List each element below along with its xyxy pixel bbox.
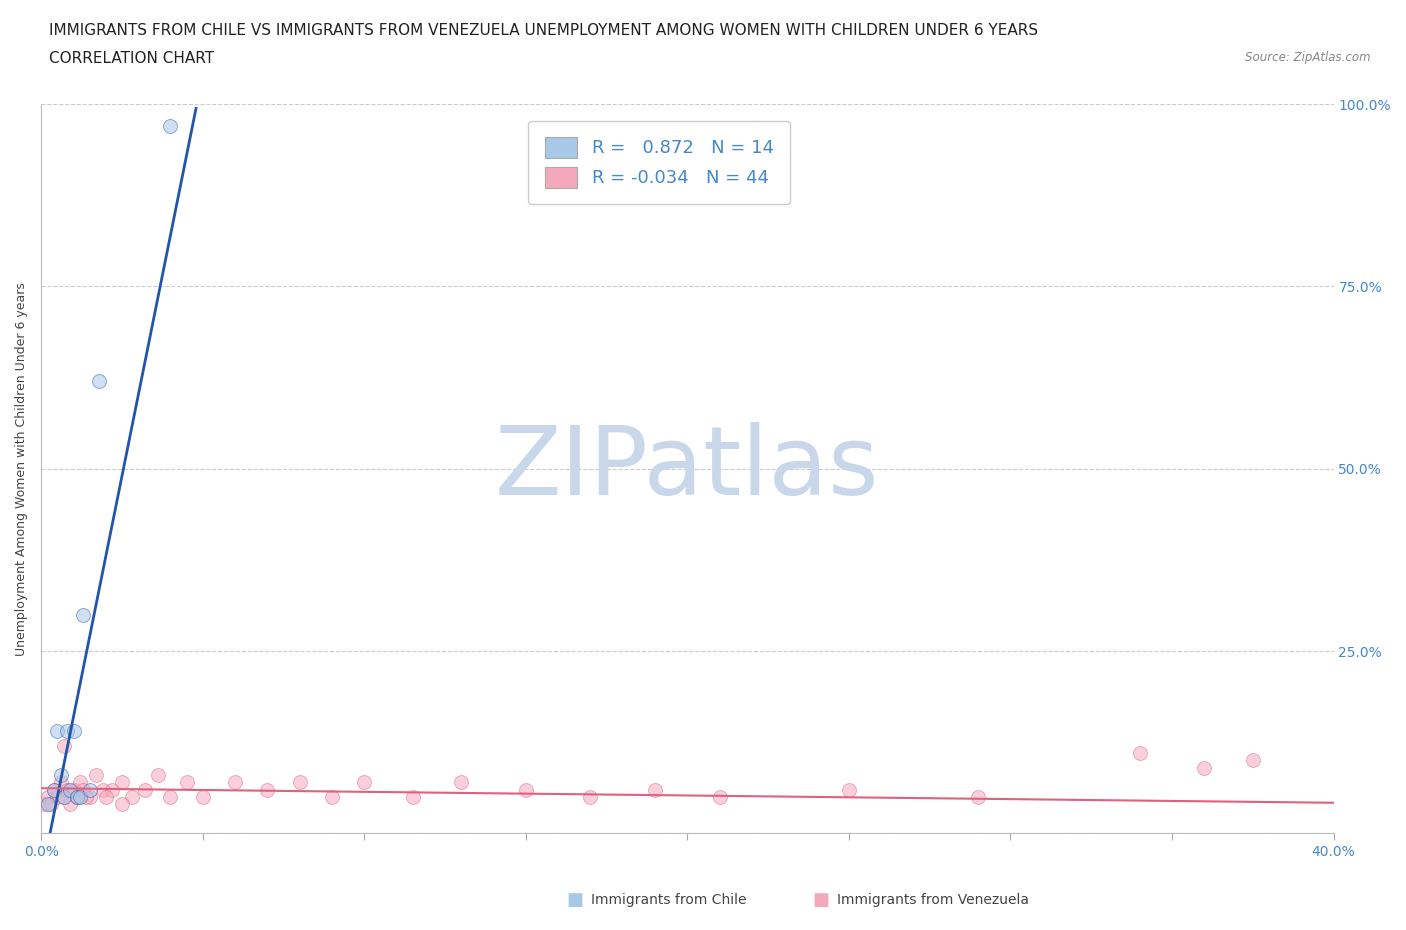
Point bbox=[159, 119, 181, 134]
Text: CORRELATION CHART: CORRELATION CHART bbox=[49, 51, 214, 66]
Point bbox=[37, 797, 59, 812]
Text: Immigrants from Venezuela: Immigrants from Venezuela bbox=[837, 893, 1029, 908]
Point bbox=[176, 775, 198, 790]
Point bbox=[111, 797, 134, 812]
Legend: R =   0.872   N = 14, R = -0.034   N = 44: R = 0.872 N = 14, R = -0.034 N = 44 bbox=[529, 121, 790, 204]
Text: ■: ■ bbox=[813, 891, 830, 910]
Point bbox=[402, 790, 425, 804]
Point bbox=[838, 782, 860, 797]
Point bbox=[42, 782, 65, 797]
Point bbox=[72, 782, 94, 797]
Point bbox=[967, 790, 990, 804]
Point bbox=[111, 775, 134, 790]
Point bbox=[79, 790, 101, 804]
Point bbox=[84, 767, 107, 782]
Point bbox=[56, 724, 79, 738]
Point bbox=[1194, 761, 1216, 776]
Point bbox=[1241, 753, 1264, 768]
Point bbox=[66, 790, 89, 804]
Point bbox=[37, 790, 59, 804]
Point bbox=[121, 790, 143, 804]
Point bbox=[72, 607, 94, 622]
Text: ■: ■ bbox=[567, 891, 583, 910]
Point bbox=[46, 724, 69, 738]
Point bbox=[321, 790, 343, 804]
Point bbox=[69, 775, 91, 790]
Point bbox=[52, 790, 75, 804]
Point bbox=[66, 790, 89, 804]
Point bbox=[49, 767, 72, 782]
Point bbox=[579, 790, 602, 804]
Text: IMMIGRANTS FROM CHILE VS IMMIGRANTS FROM VENEZUELA UNEMPLOYMENT AMONG WOMEN WITH: IMMIGRANTS FROM CHILE VS IMMIGRANTS FROM… bbox=[49, 23, 1039, 38]
Point bbox=[146, 767, 169, 782]
Point bbox=[191, 790, 214, 804]
Point bbox=[49, 775, 72, 790]
Text: ZIPatlas: ZIPatlas bbox=[495, 422, 880, 515]
Point bbox=[91, 782, 114, 797]
Point bbox=[79, 782, 101, 797]
Point bbox=[644, 782, 666, 797]
Point bbox=[256, 782, 278, 797]
Point bbox=[39, 797, 62, 812]
Point bbox=[159, 790, 181, 804]
Point bbox=[59, 782, 82, 797]
Point bbox=[89, 374, 111, 389]
Point bbox=[56, 782, 79, 797]
Text: Immigrants from Chile: Immigrants from Chile bbox=[591, 893, 747, 908]
Point bbox=[59, 797, 82, 812]
Point bbox=[69, 790, 91, 804]
Point bbox=[1129, 746, 1152, 761]
Point bbox=[288, 775, 311, 790]
Point bbox=[46, 790, 69, 804]
Point bbox=[34, 797, 56, 812]
Point bbox=[450, 775, 472, 790]
Point bbox=[62, 782, 84, 797]
Text: Source: ZipAtlas.com: Source: ZipAtlas.com bbox=[1246, 51, 1371, 64]
Point bbox=[52, 790, 75, 804]
Point bbox=[709, 790, 731, 804]
Point bbox=[134, 782, 156, 797]
Point bbox=[52, 738, 75, 753]
Point bbox=[101, 782, 124, 797]
Y-axis label: Unemployment Among Women with Children Under 6 years: Unemployment Among Women with Children U… bbox=[15, 282, 28, 656]
Point bbox=[42, 782, 65, 797]
Point bbox=[62, 724, 84, 738]
Point bbox=[75, 790, 97, 804]
Point bbox=[515, 782, 537, 797]
Point bbox=[353, 775, 375, 790]
Point bbox=[224, 775, 246, 790]
Point bbox=[94, 790, 117, 804]
